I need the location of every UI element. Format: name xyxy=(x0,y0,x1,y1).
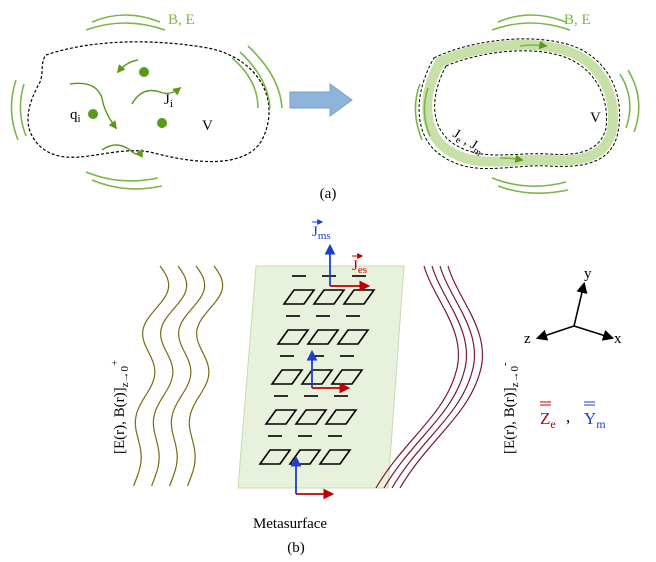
metasurface-cell xyxy=(270,369,304,385)
j-es-label: Jes xyxy=(352,258,367,276)
right-field-waves xyxy=(375,265,484,489)
metasurface-cell xyxy=(324,409,358,425)
metasurface-cell xyxy=(306,329,340,345)
svg-text:Ym: Ym xyxy=(584,409,606,431)
current-label: Ji xyxy=(164,92,173,110)
coordinate-axes xyxy=(535,281,615,341)
metasurface-cell xyxy=(300,369,334,385)
volume-label: V xyxy=(590,110,601,126)
panel-a-right: B, E V Je , Jm xyxy=(414,12,640,194)
charge-dot xyxy=(157,118,167,128)
metasurface-cell xyxy=(312,289,346,305)
j-ms-label: Jms xyxy=(312,224,331,242)
transition-arrow xyxy=(289,83,353,117)
surface-outline-outer xyxy=(418,38,621,170)
charge-label: qi xyxy=(70,107,81,125)
metasurface-sheet xyxy=(237,265,405,489)
left-field-label: [E(r), B(r)]z→0+ xyxy=(109,360,131,454)
y-m-label: Y xyxy=(584,409,596,428)
volume-boundary xyxy=(27,41,270,163)
svg-text:,: , xyxy=(566,407,570,426)
panel-b: Jms Jes [E(r), B(r)]z→0+ [E(r), B(r)]z→0… xyxy=(109,219,622,532)
axis-x-label: x xyxy=(614,331,622,347)
right-field-label: [E(r), B(r)]z→0- xyxy=(499,362,521,454)
metasurface-cell xyxy=(258,449,292,465)
field-lines-left xyxy=(10,14,283,190)
metasurface-cell xyxy=(342,289,376,305)
metasurface-cell xyxy=(282,289,316,305)
field-wave-line xyxy=(383,265,468,489)
surface-outline-inner xyxy=(434,50,608,156)
caption-a: (a) xyxy=(320,186,337,202)
metasurface-cell xyxy=(288,449,322,465)
surface-current-arrows xyxy=(499,40,548,163)
metasurface-cell xyxy=(318,449,352,465)
field-label: B, E xyxy=(564,12,591,28)
field-wave-line xyxy=(169,265,206,487)
field-wave-line xyxy=(399,265,484,489)
panel-a-left: B, E qi Ji V xyxy=(10,12,283,190)
axis-z-label: z xyxy=(524,331,531,347)
field-wave-line xyxy=(133,265,170,487)
metasurface-cell xyxy=(276,329,310,345)
impedance-labels: Ze , Ym xyxy=(540,401,606,431)
field-lines-right xyxy=(414,14,640,194)
metasurface-cell xyxy=(294,409,328,425)
current-arrows xyxy=(69,59,182,158)
field-wave-line xyxy=(151,265,188,487)
field-wave-line xyxy=(375,265,460,489)
field-label: B, E xyxy=(168,12,195,28)
left-field-waves xyxy=(133,265,224,487)
charge-dot xyxy=(88,109,98,119)
charge-dot xyxy=(139,67,149,77)
axis-y-label: y xyxy=(584,266,592,282)
field-wave-line xyxy=(391,265,476,489)
svg-text:Ze: Ze xyxy=(540,409,556,431)
field-wave-line xyxy=(187,265,224,487)
z-e-label: Z xyxy=(540,409,550,428)
metasurface-cell xyxy=(336,329,370,345)
metasurface-cells xyxy=(258,275,376,465)
caption-b: (b) xyxy=(287,540,305,556)
volume-label: V xyxy=(202,118,213,134)
metasurface-cell xyxy=(264,409,298,425)
metasurface-label: Metasurface xyxy=(253,516,327,532)
